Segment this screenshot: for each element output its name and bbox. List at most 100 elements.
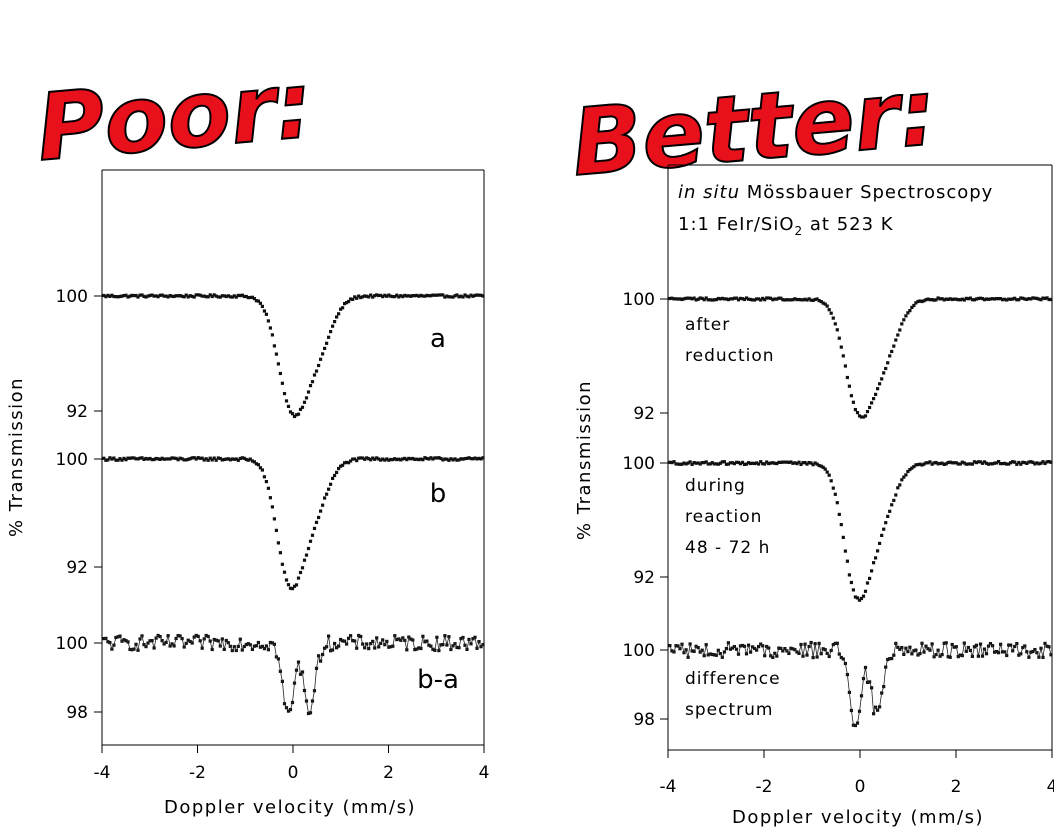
data-point	[128, 456, 132, 460]
data-point	[451, 295, 455, 299]
data-point	[347, 461, 351, 465]
data-point	[272, 344, 276, 348]
data-point	[825, 304, 829, 308]
data-point	[104, 295, 108, 299]
data-point	[345, 301, 349, 305]
data-point	[821, 301, 825, 305]
data-point	[716, 462, 720, 466]
data-point	[926, 461, 930, 465]
data-point	[339, 464, 343, 468]
data-point	[335, 315, 339, 319]
data-point	[999, 297, 1003, 301]
data-point	[138, 456, 142, 460]
data-point	[962, 298, 966, 302]
data-point	[946, 460, 950, 465]
data-point	[138, 293, 142, 297]
series-group-right	[668, 296, 1053, 728]
data-point	[674, 297, 678, 301]
data-point	[849, 394, 853, 398]
data-point	[278, 371, 282, 376]
data-point	[978, 460, 983, 464]
data-point	[397, 457, 401, 461]
series-label-line: spectrum	[685, 700, 773, 720]
data-point	[294, 413, 299, 417]
data-point	[730, 461, 734, 465]
data-point	[928, 298, 932, 302]
x-ticks-left: -4 -2 0 2 4	[94, 745, 489, 783]
data-point	[152, 457, 156, 462]
data-point	[1011, 297, 1015, 301]
data-point	[150, 458, 154, 462]
data-point	[148, 293, 152, 298]
series-points	[102, 633, 485, 716]
series-line	[669, 641, 1052, 726]
data-point	[192, 295, 196, 299]
chart-title: in situ Mössbauer Spectroscopy	[678, 182, 993, 203]
data-point	[930, 298, 934, 302]
data-point	[174, 294, 178, 298]
data-point	[154, 294, 158, 298]
data-point	[369, 458, 373, 462]
data-point	[823, 467, 827, 471]
data-point	[419, 293, 423, 297]
data-point	[373, 294, 377, 298]
data-point	[164, 457, 168, 461]
series-points	[668, 640, 1053, 728]
data-point	[797, 297, 801, 302]
data-point	[298, 407, 303, 411]
data-point	[1049, 653, 1053, 657]
data-point	[325, 492, 329, 496]
data-point	[757, 462, 761, 466]
data-point	[178, 456, 182, 460]
data-point	[1017, 298, 1021, 302]
data-point	[222, 294, 226, 298]
data-point	[168, 457, 172, 461]
data-point	[411, 456, 415, 461]
data-point	[1021, 296, 1025, 300]
series-label-line: reduction	[685, 346, 775, 366]
data-point	[829, 479, 833, 483]
series-points	[102, 293, 485, 419]
data-point	[787, 298, 791, 302]
data-point	[736, 460, 741, 465]
data-point	[761, 462, 765, 466]
data-point	[467, 295, 471, 299]
data-point	[773, 461, 777, 465]
data-point	[740, 297, 745, 301]
data-point	[268, 326, 272, 330]
data-point	[940, 297, 944, 301]
data-point	[986, 462, 991, 466]
data-point	[932, 298, 936, 302]
data-point	[1003, 461, 1007, 465]
data-point	[166, 457, 170, 461]
data-point	[1041, 460, 1045, 464]
data-point	[178, 294, 182, 298]
data-point	[471, 457, 475, 461]
x-tick-label: -2	[189, 763, 206, 783]
data-point	[976, 460, 980, 464]
data-point	[465, 294, 469, 298]
data-point	[188, 294, 192, 298]
data-point	[972, 460, 976, 464]
data-point	[759, 298, 763, 302]
data-point	[102, 456, 106, 460]
data-point	[172, 294, 176, 299]
data-point	[779, 296, 783, 300]
data-point	[742, 297, 747, 302]
data-point	[274, 528, 278, 532]
data-point	[694, 461, 698, 465]
data-point	[325, 341, 329, 345]
data-point	[242, 294, 246, 299]
data-point	[401, 457, 405, 461]
y-tick-label: 92	[66, 402, 88, 422]
data-point	[954, 297, 958, 301]
data-point	[375, 293, 379, 297]
data-point	[1023, 297, 1027, 301]
data-point	[692, 461, 696, 465]
data-point	[960, 460, 964, 464]
data-point	[1039, 461, 1043, 465]
data-point	[984, 297, 989, 301]
data-point	[391, 295, 395, 299]
data-point	[872, 397, 876, 401]
data-point	[361, 456, 365, 460]
